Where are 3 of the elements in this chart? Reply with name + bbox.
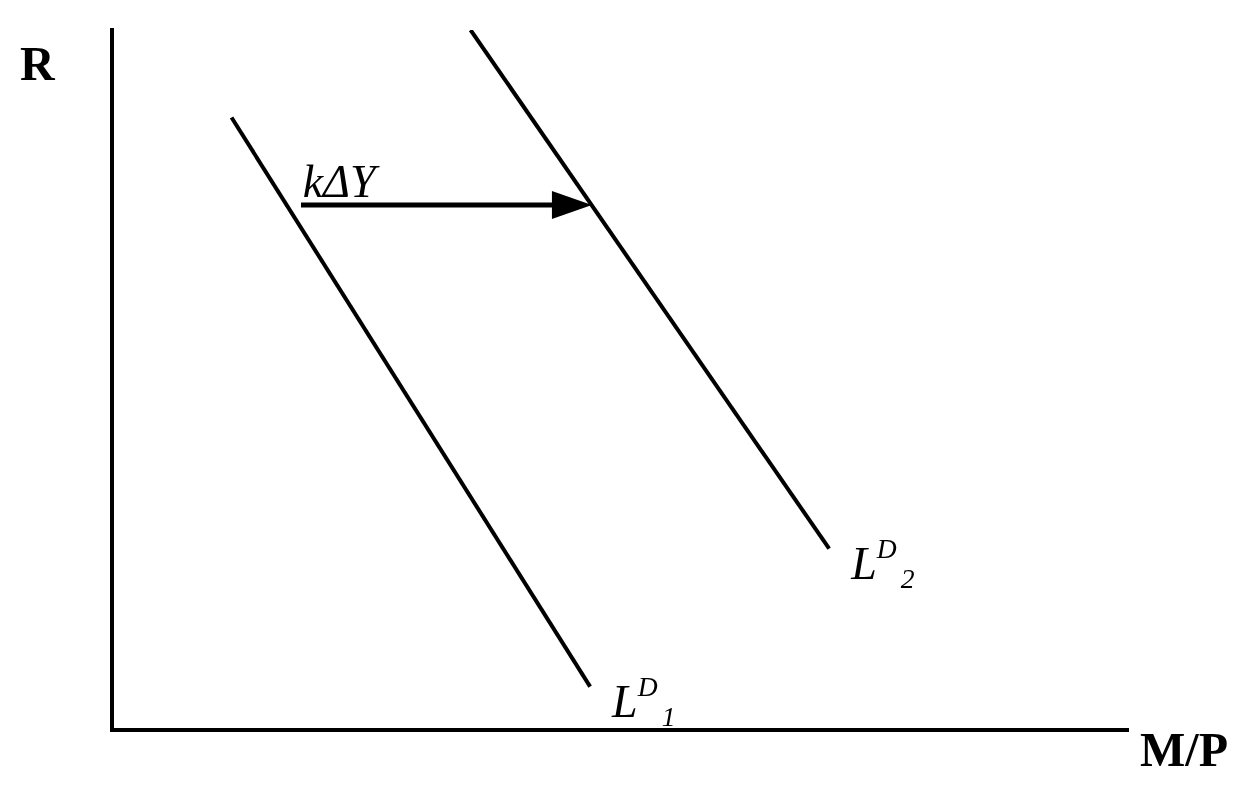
x-axis-title: M/P [1140, 723, 1228, 776]
y-axis-title: R [20, 37, 56, 90]
annotation: kΔY [302, 156, 381, 207]
